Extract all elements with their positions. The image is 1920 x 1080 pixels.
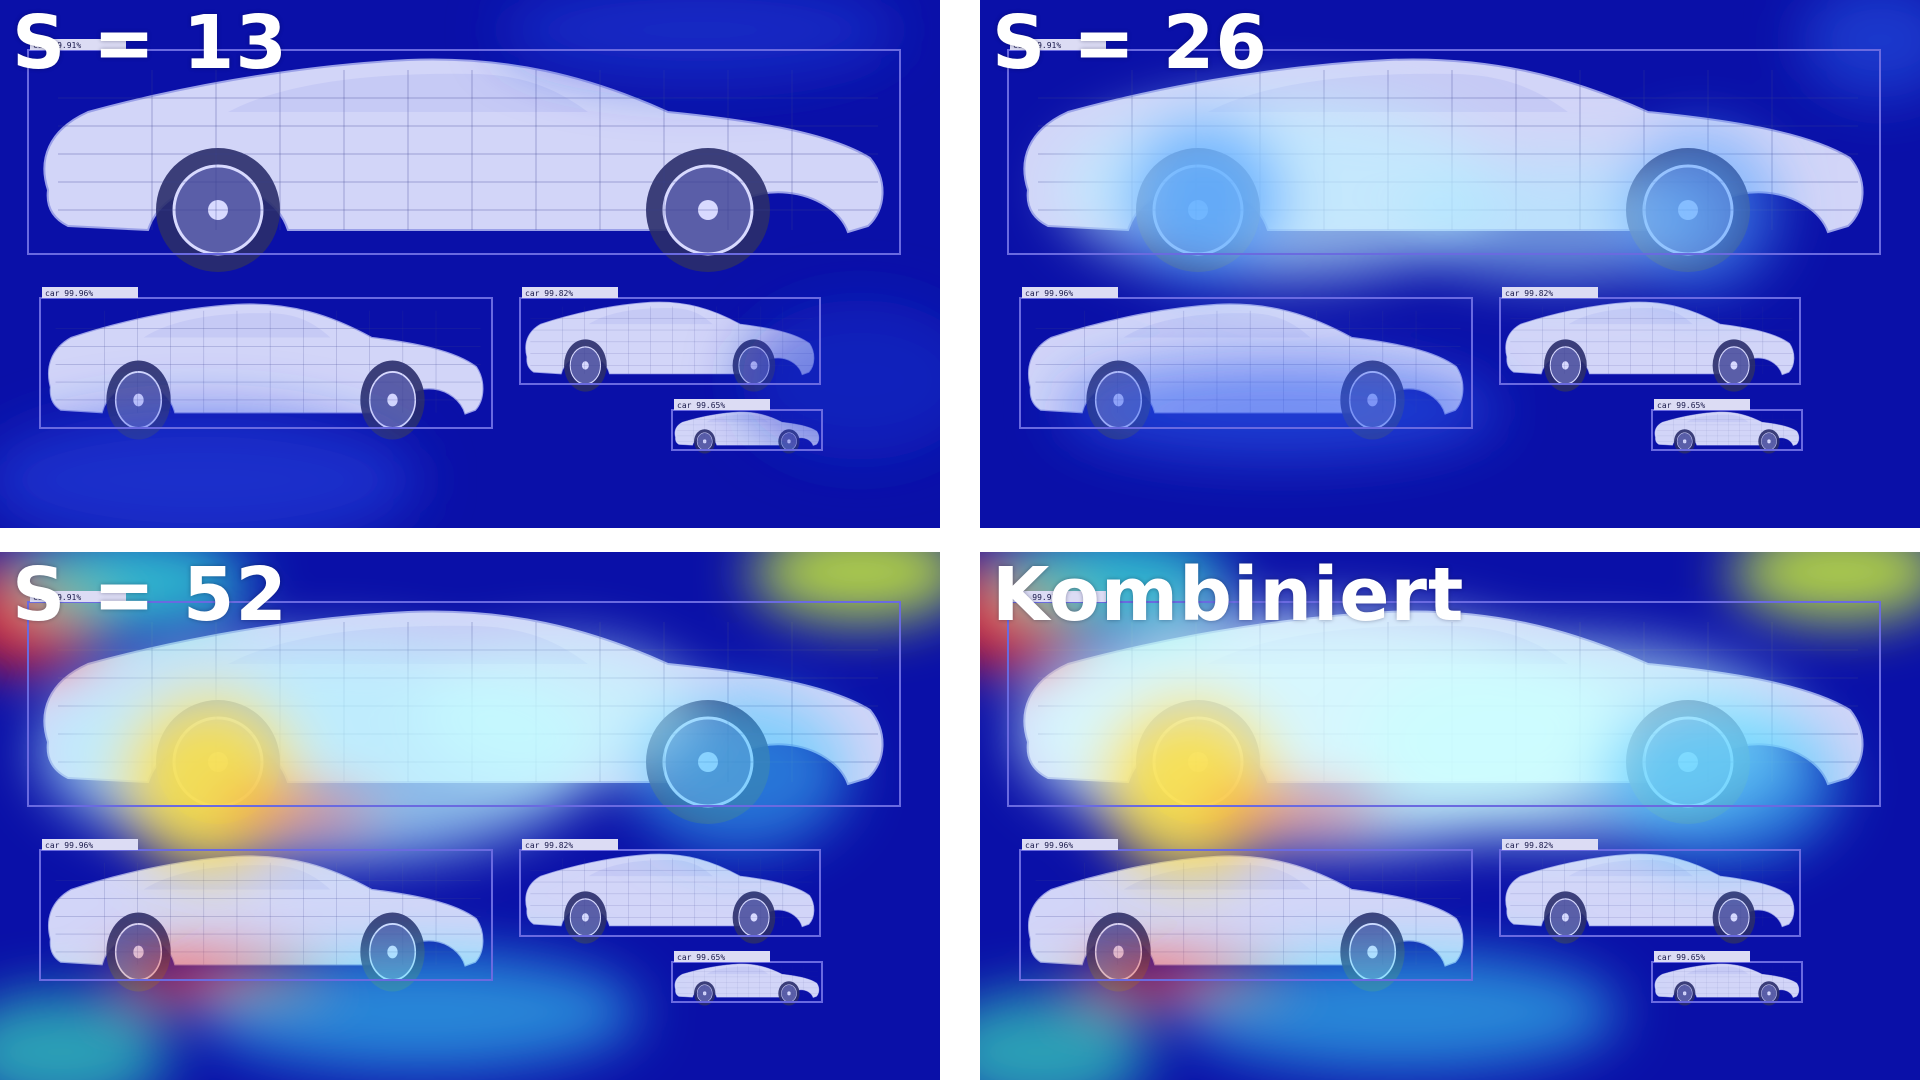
detection-label-bg	[522, 839, 618, 850]
detection-label-bg	[1022, 287, 1118, 298]
detection-label-bg	[30, 591, 126, 602]
heat-blob	[10, 552, 250, 632]
detection-label-bg	[1502, 839, 1598, 850]
heatmap-panel-s26: car 99.91% car 99.96% car 99.82% car 99.65%…	[980, 0, 1920, 528]
panel-title: S = 52	[12, 552, 288, 638]
bounding-box	[27, 49, 901, 255]
bounding-box	[1499, 849, 1801, 937]
heat-blob	[1100, 697, 1280, 877]
car-silhouette	[1654, 963, 1800, 1006]
detection-boxes: car 99.91% car 99.96% car 99.82% car 99.65%	[1007, 39, 1881, 451]
heat-blob	[200, 952, 640, 1072]
detection-label-bg	[1010, 39, 1106, 50]
heatmap-image: car 99.91% car 99.96% car 99.82% car 99.65%	[0, 0, 940, 528]
heatmap-panel-s13: car 99.91% car 99.96% car 99.82% car 99.65%…	[0, 0, 940, 528]
detection-label-bg	[42, 839, 138, 850]
detection-label-bg	[674, 399, 770, 410]
car-silhouette	[43, 58, 884, 272]
detection-label: car 99.65%	[1657, 953, 1705, 962]
heat-blob	[420, 642, 700, 782]
detection-label: car 99.96%	[1025, 289, 1073, 298]
heat-blob	[1200, 798, 1380, 830]
heat-blob	[980, 992, 1150, 1080]
car-silhouette	[674, 963, 820, 1006]
heatmap-image: car 99.91% car 99.96% car 99.82% car 99.65%	[0, 552, 940, 1080]
detection-label: car 99.96%	[45, 841, 93, 850]
panel-title: S = 26	[992, 0, 1268, 86]
bounding-box	[39, 849, 493, 981]
detection-label: car 99.91%	[1013, 593, 1061, 602]
detection-label: car 99.82%	[1505, 841, 1553, 850]
detection-label-bg	[674, 951, 770, 962]
heat-blob	[1060, 360, 1500, 460]
heat-blob	[0, 992, 170, 1080]
detection-label: car 99.91%	[33, 41, 81, 50]
heat-blob	[120, 692, 300, 872]
detection-boxes: car 99.91% car 99.96% car 99.82% car 99.65%	[1007, 591, 1881, 1003]
heat-blob	[1125, 120, 1285, 280]
detection-label: car 99.82%	[525, 289, 573, 298]
bounding-box	[519, 297, 821, 385]
bounding-box	[1019, 849, 1473, 981]
heat-blob	[750, 552, 940, 622]
heat-blob	[0, 410, 420, 528]
panel-title: Kombiniert	[992, 552, 1465, 638]
detection-label-bg	[1022, 839, 1118, 850]
detection-label: car 99.82%	[1505, 289, 1553, 298]
heat-overlay	[980, 552, 1920, 1080]
heatmap-image: car 99.91% car 99.96% car 99.82% car 99.65%	[980, 552, 1920, 1080]
car-silhouette	[1654, 411, 1800, 454]
bounding-box	[39, 297, 493, 429]
heat-blob	[500, 0, 900, 80]
bounding-box	[1007, 49, 1881, 255]
car-silhouette	[525, 853, 815, 944]
detection-boxes: car 99.91% car 99.96% car 99.82% car 99.65%	[27, 591, 901, 1003]
detection-boxes: car 99.91% car 99.96% car 99.82% car 99.65%	[27, 39, 901, 451]
heat-blob	[1730, 552, 1920, 622]
car-silhouette	[1505, 853, 1795, 944]
heat-blob	[740, 300, 940, 460]
detection-label-bg	[1654, 399, 1750, 410]
detection-label-bg	[30, 39, 126, 50]
bounding-box	[1499, 297, 1801, 385]
heatmap-panel-s52: car 99.91% car 99.96% car 99.82% car 99.65%…	[0, 552, 940, 1080]
bounding-box	[1019, 297, 1473, 429]
detection-label-bg	[42, 287, 138, 298]
detection-label: car 99.65%	[677, 953, 725, 962]
heat-blob	[1600, 702, 1840, 862]
car-silhouette	[47, 303, 484, 440]
detection-label: car 99.96%	[45, 289, 93, 298]
detection-label-bg	[1502, 287, 1598, 298]
heat-overlay	[1060, 0, 1920, 460]
car-silhouette	[1505, 301, 1795, 392]
heatmap-panel-combined: car 99.91% car 99.96% car 99.82% car 99.65%…	[980, 552, 1920, 1080]
detection-label: car 99.82%	[525, 841, 573, 850]
bounding-box	[519, 849, 821, 937]
heat-blob	[1180, 952, 1620, 1072]
detection-label-bg	[1010, 591, 1106, 602]
detection-label: car 99.96%	[1025, 841, 1073, 850]
detection-label-bg	[1654, 951, 1750, 962]
bounding-box	[27, 601, 901, 807]
heatmap-image: car 99.91% car 99.96% car 99.82% car 99.65%	[980, 0, 1920, 528]
bounding-box	[1007, 601, 1881, 807]
detection-label: car 99.65%	[1657, 401, 1705, 410]
detection-label: car 99.65%	[677, 401, 725, 410]
heat-blob	[220, 798, 380, 830]
detected-cars	[43, 58, 884, 454]
panel-title: S = 13	[12, 0, 288, 86]
heat-blob	[1620, 130, 1780, 290]
heat-blob	[990, 552, 1230, 632]
heat-blob	[630, 692, 850, 852]
heat-overlay	[0, 0, 940, 528]
detection-label: car 99.91%	[1013, 41, 1061, 50]
detection-label: car 99.91%	[33, 593, 81, 602]
detection-label-bg	[522, 287, 618, 298]
